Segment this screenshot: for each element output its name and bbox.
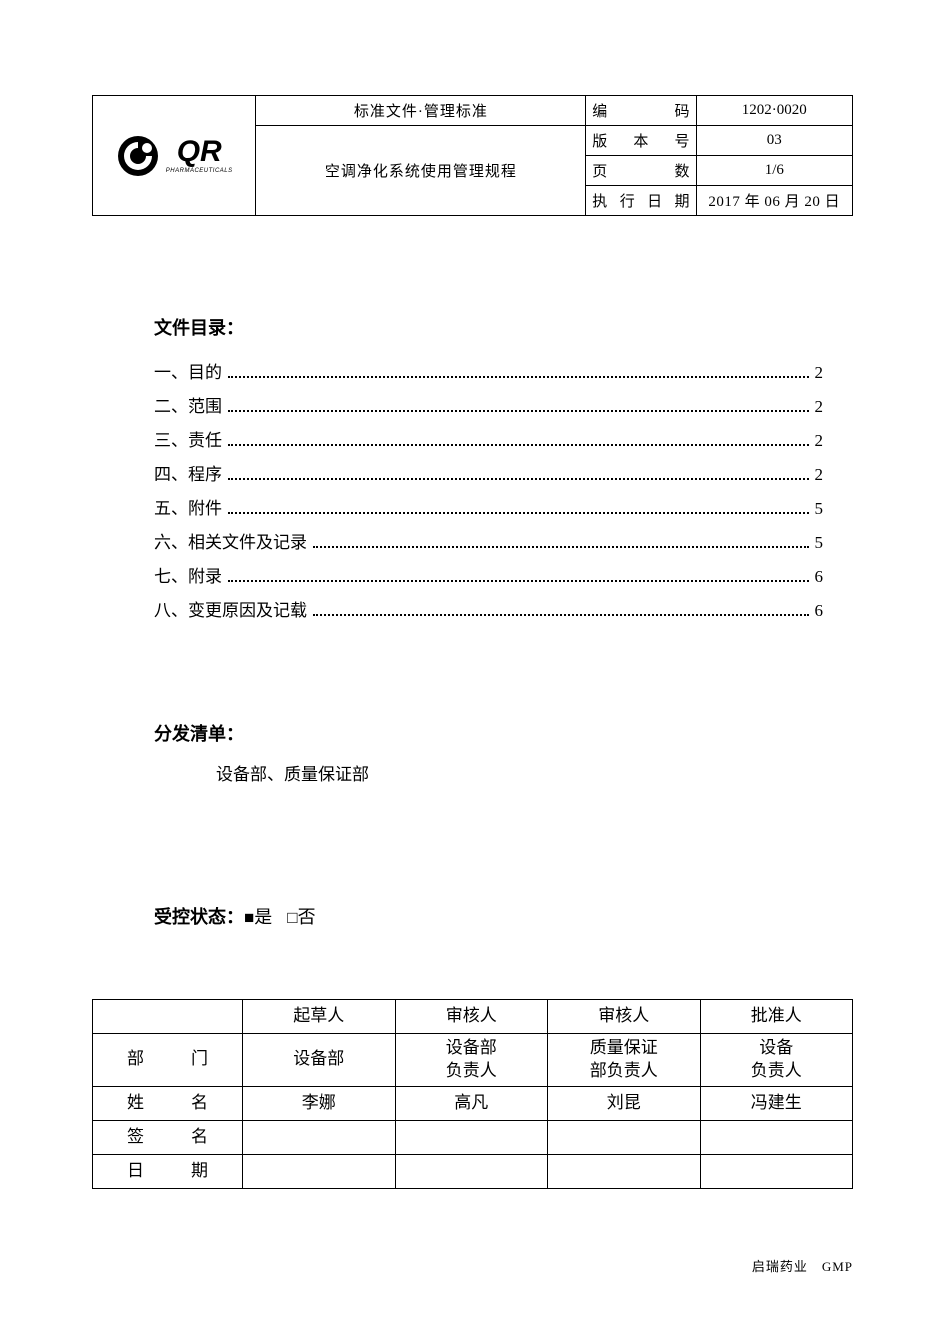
meta-label-0: 编 码 <box>586 96 696 126</box>
approval-cell: 高凡 <box>395 1086 548 1120</box>
approval-header-cell <box>93 1000 243 1034</box>
approval-row-label: 日 期 <box>93 1154 243 1188</box>
checkbox-no-icon: □ <box>287 908 297 927</box>
toc-item: 四、程序 2 <box>154 458 823 492</box>
toc-leader <box>228 512 809 514</box>
approval-row-date: 日 期 <box>93 1154 853 1188</box>
approval-cell <box>243 1154 396 1188</box>
document-page: QR PHARMACEUTICALS 标准文件·管理标准 编 码 1202·00… <box>0 0 945 1249</box>
approval-header-cell: 审核人 <box>395 1000 548 1034</box>
approval-cell: 冯建生 <box>700 1086 853 1120</box>
approval-table: 起草人 审核人 审核人 批准人 部 门 设备部 设备部负责人 质量保证部负责人 … <box>92 999 853 1189</box>
logo-text-wrap: QR PHARMACEUTICALS <box>166 137 233 174</box>
toc-item: 二、范围 2 <box>154 390 823 424</box>
toc-item-label: 二、范围 <box>154 390 222 424</box>
approval-row-sign: 签 名 <box>93 1120 853 1154</box>
approval-cell: 刘昆 <box>548 1086 701 1120</box>
approval-row-label: 签 名 <box>93 1120 243 1154</box>
page-footer: 启瑞药业 GMP <box>752 1256 853 1275</box>
toc-list: 一、目的 2 二、范围 2 三、责任 2 四、程序 2 五、附件 5 六、相关文… <box>154 356 823 628</box>
toc-leader <box>313 614 809 616</box>
logo-text: QR <box>166 137 233 167</box>
toc-item-label: 一、目的 <box>154 356 222 390</box>
toc-item: 五、附件 5 <box>154 492 823 526</box>
logo: QR PHARMACEUTICALS <box>99 134 249 178</box>
toc-item-page: 2 <box>815 390 824 424</box>
meta-value-1: 03 <box>696 126 852 156</box>
toc-item-label: 五、附件 <box>154 492 222 526</box>
meta-value-0: 1202·0020 <box>696 96 852 126</box>
approval-header-cell: 起草人 <box>243 1000 396 1034</box>
approval-cell <box>548 1120 701 1154</box>
toc-item-label: 四、程序 <box>154 458 222 492</box>
approval-cell <box>700 1154 853 1188</box>
meta-label-2: 页 数 <box>586 156 696 186</box>
doc-title: 空调净化系统使用管理规程 <box>256 126 586 216</box>
meta-label-3: 执行日期 <box>586 186 696 216</box>
toc-leader <box>228 580 809 582</box>
toc-item: 七、附录 6 <box>154 560 823 594</box>
toc-item-page: 2 <box>815 356 824 390</box>
toc-leader <box>228 478 809 480</box>
controlled-yes-text: 是 <box>254 907 272 927</box>
toc-item-page: 6 <box>815 594 824 628</box>
toc-leader <box>228 410 809 412</box>
controlled-status: 受控状态：■是 □否 <box>154 903 853 929</box>
approval-cell <box>395 1154 548 1188</box>
approval-cell <box>700 1120 853 1154</box>
toc-leader <box>228 376 809 378</box>
distribution-text: 设备部、质量保证部 <box>216 760 853 785</box>
approval-row-dept: 部 门 设备部 设备部负责人 质量保证部负责人 设备负责人 <box>93 1034 853 1087</box>
checkbox-yes-icon: ■ <box>244 908 254 927</box>
doc-type: 标准文件·管理标准 <box>256 96 586 126</box>
approval-cell: 设备负责人 <box>700 1034 853 1087</box>
approval-cell: 设备部负责人 <box>395 1034 548 1087</box>
approval-row-name: 姓 名 李娜 高凡 刘昆 冯建生 <box>93 1086 853 1120</box>
approval-row-label: 部 门 <box>93 1034 243 1087</box>
toc-item: 一、目的 2 <box>154 356 823 390</box>
toc-heading: 文件目录： <box>154 314 853 340</box>
toc-item: 八、变更原因及记载 6 <box>154 594 823 628</box>
toc-item-page: 5 <box>815 492 824 526</box>
approval-row-label: 姓 名 <box>93 1086 243 1120</box>
toc-item: 三、责任 2 <box>154 424 823 458</box>
distribution-heading: 分发清单： <box>154 720 853 746</box>
toc-item-page: 5 <box>815 526 824 560</box>
meta-value-3: 2017 年 06 月 20 日 <box>696 186 852 216</box>
toc-item-page: 2 <box>815 424 824 458</box>
approval-cell: 质量保证部负责人 <box>548 1034 701 1087</box>
approval-header-row: 起草人 审核人 审核人 批准人 <box>93 1000 853 1034</box>
meta-value-2: 1/6 <box>696 156 852 186</box>
logo-subtext: PHARMACEUTICALS <box>166 168 233 174</box>
approval-cell <box>243 1120 396 1154</box>
approval-header-cell: 批准人 <box>700 1000 853 1034</box>
toc-item-label: 八、变更原因及记载 <box>154 594 307 628</box>
toc-item-label: 三、责任 <box>154 424 222 458</box>
approval-cell <box>395 1120 548 1154</box>
approval-cell: 李娜 <box>243 1086 396 1120</box>
logo-cell: QR PHARMACEUTICALS <box>93 96 256 216</box>
toc-item-page: 6 <box>815 560 824 594</box>
toc-leader <box>313 546 809 548</box>
controlled-no-text: 否 <box>298 907 316 927</box>
logo-mark-icon <box>116 134 160 178</box>
meta-label-1: 版 本 号 <box>586 126 696 156</box>
toc-item-label: 六、相关文件及记录 <box>154 526 307 560</box>
approval-cell <box>548 1154 701 1188</box>
toc-item-page: 2 <box>815 458 824 492</box>
approval-cell: 设备部 <box>243 1034 396 1087</box>
toc-leader <box>228 444 809 446</box>
approval-header-cell: 审核人 <box>548 1000 701 1034</box>
toc-item: 六、相关文件及记录 5 <box>154 526 823 560</box>
header-table: QR PHARMACEUTICALS 标准文件·管理标准 编 码 1202·00… <box>92 95 853 216</box>
controlled-label: 受控状态： <box>154 907 244 927</box>
toc-item-label: 七、附录 <box>154 560 222 594</box>
